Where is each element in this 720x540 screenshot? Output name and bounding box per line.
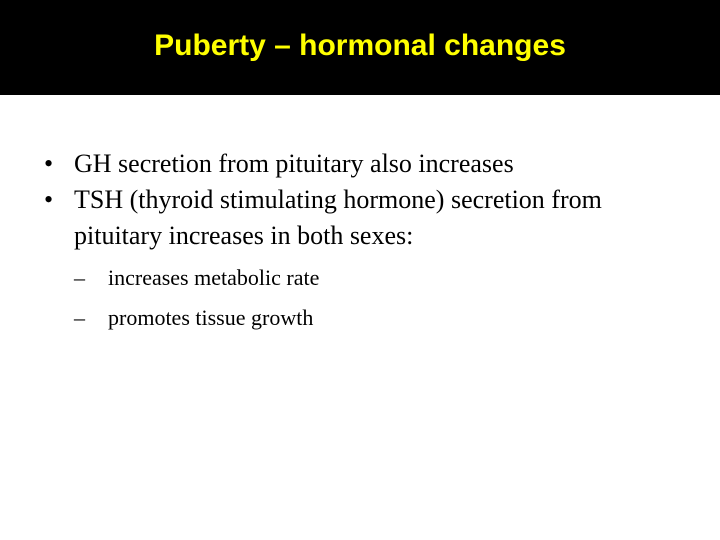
sub-bullet-item: – increases metabolic rate (44, 258, 684, 298)
slide-body: • GH secretion from pituitary also incre… (44, 146, 684, 338)
slide-title: Puberty – hormonal changes (154, 29, 566, 62)
bullet-marker: • (44, 149, 54, 178)
sub-bullet-text: increases metabolic rate (108, 265, 320, 290)
bullet-marker: • (44, 185, 54, 214)
sub-bullet-text: promotes tissue growth (108, 305, 314, 330)
bullet-text: GH secretion from pituitary also increas… (74, 149, 514, 178)
bullet-item: • TSH (thyroid stimulating hormone) secr… (44, 182, 684, 254)
sub-bullet-marker: – (74, 305, 85, 330)
sub-bullet-item: – promotes tissue growth (44, 298, 684, 338)
bullet-item: • GH secretion from pituitary also incre… (44, 146, 684, 182)
sub-bullet-marker: – (74, 265, 85, 290)
bullet-text: TSH (thyroid stimulating hormone) secret… (74, 185, 602, 250)
title-bar: Puberty – hormonal changes (0, 0, 720, 95)
